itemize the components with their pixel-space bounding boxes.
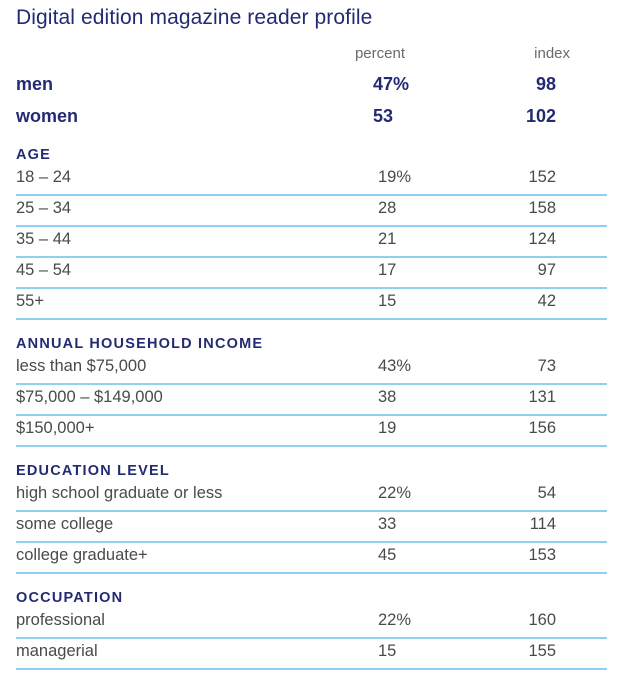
table-row: 25 – 34 28 158 [16,196,607,227]
row-index: 124 [528,230,556,248]
table-row: high school graduate or less 22% 54 [16,481,607,512]
row-percent: 28 [378,199,397,217]
column-headers: percent index [0,45,620,65]
row-percent: 22% [378,611,412,629]
row-index: 155 [528,642,556,660]
section-heading-occupation: OCCUPATION [16,590,124,606]
row-label: 18 – 24 [16,168,72,186]
row-label: college graduate+ [16,546,148,564]
row-index: 131 [528,388,556,406]
section-heading-education: EDUCATION LEVEL [16,463,170,479]
row-label: less than $75,000 [16,357,147,375]
row-index: 153 [528,546,556,564]
row-label: high school graduate or less [16,484,223,502]
table-row: 35 – 44 21 124 [16,227,607,258]
table-row: 55+ 15 42 [16,289,607,320]
table-row: less than $75,000 43% 73 [16,354,607,385]
row-percent: 19 [378,419,397,437]
row-label: $75,000 – $149,000 [16,388,163,406]
summary-index: 98 [535,74,556,94]
row-percent: 17 [378,261,397,279]
row-index: 54 [537,484,556,502]
row-percent: 21 [378,230,397,248]
row-percent: 45 [378,546,397,564]
summary-row-women: women 53 102 [0,106,620,130]
summary-percent: 53 [373,106,394,126]
row-index: 158 [528,199,556,217]
table-row: $75,000 – $149,000 38 131 [16,385,607,416]
row-index: 152 [528,168,556,186]
percent-header: percent [354,45,406,62]
row-percent: 19% [378,168,412,186]
row-label: 55+ [16,292,44,310]
table-row: some college 33 114 [16,512,607,543]
row-label: 45 – 54 [16,261,72,279]
table-row: 45 – 54 17 97 [16,258,607,289]
summary-percent: 47% [373,74,410,94]
row-percent: 15 [378,642,397,660]
row-index: 156 [528,419,556,437]
row-index: 73 [537,357,556,375]
summary-label: women [16,106,79,126]
row-index: 97 [537,261,556,279]
index-header: index [534,45,570,62]
table-row: $150,000+ 19 156 [16,416,607,447]
row-label: professional [16,611,105,629]
row-index: 42 [537,292,556,310]
table-row: 18 – 24 19% 152 [16,165,607,196]
row-label: some college [16,515,114,533]
row-label: managerial [16,642,98,660]
row-percent: 22% [378,484,412,502]
row-label: 35 – 44 [16,230,72,248]
table-row: college graduate+ 45 153 [16,543,607,574]
row-index: 114 [529,515,556,533]
table-row: managerial 15 155 [16,639,607,670]
row-label: 25 – 34 [16,199,72,217]
row-index: 160 [528,611,556,629]
section-heading-income: ANNUAL HOUSEHOLD INCOME [16,336,264,352]
page-title: Digital edition magazine reader profile [16,6,373,29]
row-percent: 43% [378,357,412,375]
section-heading-age: AGE [16,147,52,163]
row-percent: 38 [378,388,397,406]
summary-label: men [16,74,54,94]
table-row: professional 22% 160 [16,608,607,639]
row-percent: 33 [378,515,397,533]
summary-index: 102 [525,106,556,126]
row-label: $150,000+ [16,419,95,437]
row-percent: 15 [378,292,397,310]
summary-row-men: men 47% 98 [0,74,620,98]
